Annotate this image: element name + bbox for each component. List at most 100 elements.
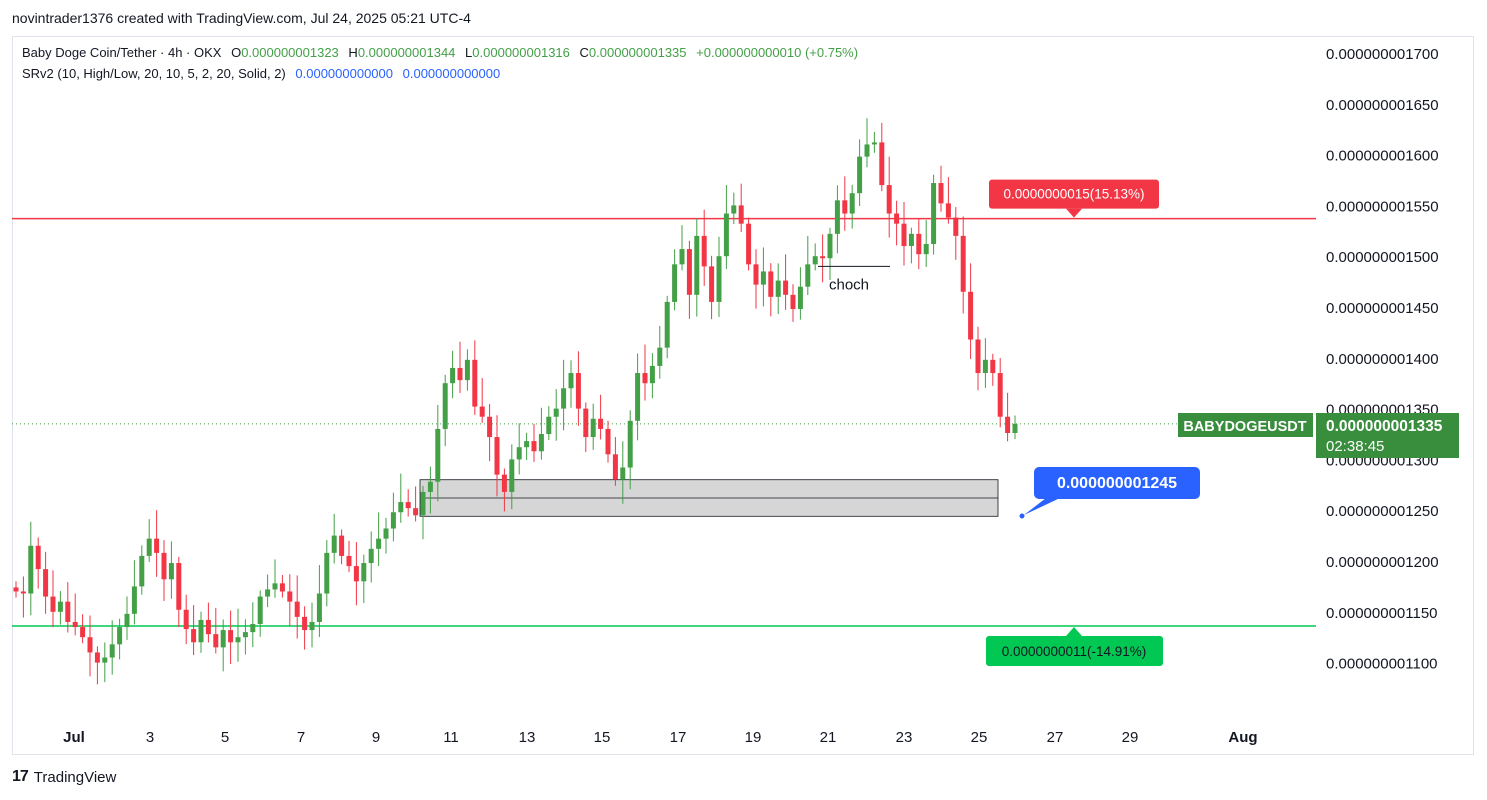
candle-body [287, 591, 293, 602]
candle-body [65, 601, 71, 622]
candle-body [960, 235, 966, 292]
candle-body [686, 249, 692, 295]
candle-body [812, 256, 818, 265]
x-tick-label: 11 [443, 729, 459, 746]
x-tick-label: 7 [297, 729, 305, 746]
candle-body [302, 616, 308, 631]
candle-body [701, 235, 707, 267]
x-tick-label: 21 [820, 729, 837, 746]
candle-body [923, 244, 929, 255]
x-tick-label: Aug [1228, 729, 1257, 746]
candle-body [265, 589, 271, 597]
candle-body [124, 613, 130, 628]
x-tick-label: 3 [146, 729, 154, 746]
candle-body [487, 416, 493, 438]
symbol-title[interactable]: Baby Doge Coin/Tether · 4h · OKX [22, 45, 222, 60]
candle-body [324, 552, 330, 594]
target-callout-label: 0.000000001245 [1057, 475, 1177, 492]
candle-body [575, 373, 581, 409]
candle-body [442, 383, 448, 429]
candle-body [390, 512, 396, 529]
chart-frame[interactable] [12, 36, 1474, 755]
indicator-legend[interactable]: SRv2 (10, High/Low, 20, 10, 5, 2, 20, So… [22, 66, 500, 81]
candle-body [191, 629, 197, 643]
candle-body [242, 632, 248, 638]
candle-body [857, 156, 863, 194]
candle-body [346, 555, 352, 567]
x-tick-label: 9 [372, 729, 380, 746]
candle-body [457, 367, 463, 381]
candle-body [516, 447, 522, 460]
x-tick-label: 23 [896, 729, 913, 746]
candle-body [235, 637, 241, 643]
candle-body [746, 223, 752, 265]
support-badge-pointer [1066, 627, 1082, 637]
candle-body [783, 280, 789, 295]
tradingview-logo-icon: 17 [12, 768, 29, 785]
candle-body [94, 652, 100, 663]
candle-body [331, 535, 337, 553]
candle-body [117, 627, 123, 645]
candle-body [57, 601, 63, 612]
x-tick-label: 17 [670, 729, 687, 746]
candle-body [1005, 416, 1011, 433]
open-label: O [231, 45, 242, 60]
candle-body [975, 339, 981, 374]
candle-body [109, 644, 115, 658]
candle-body [35, 545, 41, 570]
y-tick-label: 0.000000001550 [1326, 198, 1439, 215]
candle-body [168, 563, 174, 580]
x-tick-label: 13 [519, 729, 536, 746]
candle-body [43, 569, 49, 597]
candle-body [472, 359, 478, 407]
indicator-name[interactable]: SRv2 (10, High/Low, 20, 10, 5, 2, 20, So… [22, 66, 286, 81]
candle-body [945, 203, 951, 218]
choch-label: choch [829, 276, 869, 293]
candle-body [28, 545, 34, 594]
candle-body [131, 586, 137, 614]
candle-body [968, 291, 974, 340]
candle-body [642, 373, 648, 384]
candle-body [879, 142, 885, 186]
x-tick-label: 15 [594, 729, 611, 746]
candle-body [420, 491, 426, 516]
candle-body [723, 213, 729, 257]
candle-body [901, 223, 907, 247]
candle-body [279, 583, 285, 592]
candle-body [672, 264, 678, 302]
candle-body [368, 548, 374, 564]
y-tick-label: 0.000000001500 [1326, 249, 1439, 266]
candle-body [220, 630, 226, 648]
candle-body [938, 183, 944, 204]
created-by-line: novintrader1376 created with TradingView… [12, 10, 471, 26]
candle-body [657, 347, 663, 366]
candle-body [309, 621, 315, 631]
support-badge: 0.0000000011(-14.91%) [986, 627, 1163, 667]
close-label: C [579, 45, 589, 60]
candle-body [908, 233, 914, 247]
candle-body [13, 587, 19, 592]
candle-body [161, 552, 167, 580]
candle-body [250, 623, 256, 633]
symbol-tag-box [1178, 413, 1313, 437]
high-label: H [348, 45, 358, 60]
x-tick-label: 19 [745, 729, 762, 746]
candle-body [213, 634, 219, 648]
y-tick-label: 0.000000001100 [1326, 656, 1438, 673]
candle-body [464, 359, 470, 381]
candle-body [139, 555, 145, 587]
candle-body [361, 563, 367, 582]
candle-body [435, 428, 441, 482]
candle-body [753, 264, 759, 285]
candle-body [849, 193, 855, 214]
x-tick-label: Jul [63, 729, 85, 746]
y-tick-label: 0.000000001200 [1326, 554, 1439, 571]
candle-body [583, 408, 589, 438]
support-badge-box [986, 636, 1163, 667]
candle-body [635, 373, 641, 421]
candle-body [531, 441, 537, 452]
y-tick-label: 0.000000001600 [1326, 148, 1439, 165]
countdown-timer: 02:38:45 [1326, 438, 1384, 455]
candle-body [805, 264, 811, 287]
